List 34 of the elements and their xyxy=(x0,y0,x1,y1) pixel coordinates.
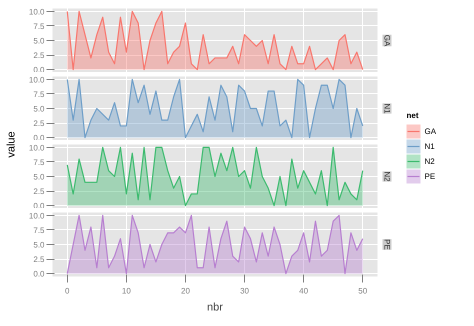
y-tick-label: 2.5 xyxy=(33,51,46,60)
y-tick-label: 10.0 xyxy=(28,211,46,220)
legend-title: net xyxy=(406,111,419,120)
x-tick-label: 0 xyxy=(65,286,70,296)
y-tick-label: 7.5 xyxy=(33,22,46,31)
legend-label: N1 xyxy=(424,142,436,151)
x-axis-title: nbr xyxy=(207,302,224,314)
y-tick-label: 5.0 xyxy=(33,36,46,46)
y-tick-label: 10.0 xyxy=(28,7,46,16)
x-tick-label: 20 xyxy=(181,286,190,296)
y-tick-label: 7.5 xyxy=(33,226,46,235)
text: GA xyxy=(382,34,392,46)
y-tick-label: 0.0 xyxy=(33,270,46,279)
legend-label: GA xyxy=(424,127,437,136)
text: PE xyxy=(382,239,392,250)
x-tick-label: 10 xyxy=(122,286,132,296)
y-tick-label: 10.0 xyxy=(28,143,46,152)
y-tick-label: 5.0 xyxy=(33,240,46,250)
x-tick-label: 40 xyxy=(299,286,309,296)
y-tick-label: 7.5 xyxy=(33,90,46,99)
y-tick-label: 10.0 xyxy=(28,75,46,84)
legend-label: PE xyxy=(424,172,436,181)
x-tick-label: 50 xyxy=(358,286,368,296)
legend-label: N2 xyxy=(424,157,436,166)
y-tick-label: 5.0 xyxy=(33,172,46,182)
y-tick-label: 5.0 xyxy=(33,104,46,114)
text: N1 xyxy=(382,103,392,114)
y-tick-label: 2.5 xyxy=(33,187,46,196)
y-tick-label: 2.5 xyxy=(33,119,46,128)
y-tick-label: 2.5 xyxy=(33,255,46,264)
y-axis-title: value xyxy=(6,131,18,158)
y-tick-label: 7.5 xyxy=(33,158,46,167)
x-tick-label: 30 xyxy=(240,286,250,296)
text: N2 xyxy=(382,171,392,182)
